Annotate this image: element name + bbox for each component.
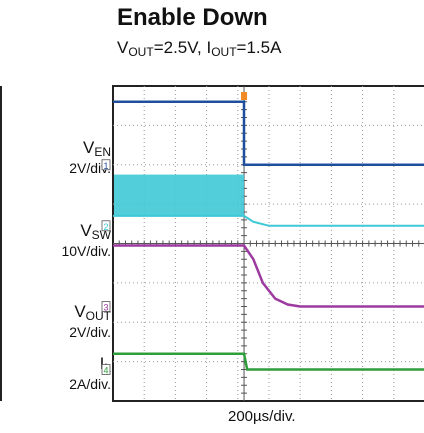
channel-name: V [74, 302, 86, 321]
subtitle-part: OUT [211, 45, 237, 59]
channel-marker [101, 364, 111, 375]
left-divider [0, 86, 2, 401]
switching-band [114, 174, 245, 216]
chart-subtitle: VOUT=2.5V, IOUT=1.5A [117, 38, 281, 59]
channel-name: V [80, 221, 92, 240]
channel-marker-label: 2 [103, 222, 108, 232]
trace-out [113, 244, 424, 308]
channel-label-vout: VOUT 2V/div. [69, 302, 111, 340]
trigger-marker [241, 92, 248, 100]
trace-en [113, 100, 424, 167]
channel-name-sub: EN [94, 145, 111, 159]
x-axis-label: 200µs/div. [228, 408, 296, 425]
channel-scale: 10V/div. [61, 243, 111, 259]
channel-label-ven: VEN 2V/div. [69, 138, 111, 176]
channel-name-sub: OUT [85, 309, 111, 323]
subtitle-part: =2.5V, I [153, 38, 212, 57]
channel-marker-label: 4 [103, 366, 108, 376]
subtitle-part: V [117, 38, 129, 57]
channel-scale: 2V/div. [69, 324, 111, 340]
channel-marker [101, 159, 111, 171]
subtitle-part: OUT [128, 45, 154, 59]
channel-marker-label: 3 [103, 303, 108, 313]
channel-label-vsw: VSW 10V/div. [61, 221, 111, 259]
channel-scale: 2V/div. [69, 160, 111, 176]
channel-marker [101, 301, 111, 312]
trace-sw [113, 214, 424, 227]
channel-scale: 2A/div. [69, 376, 111, 392]
channel-name-sub: SW [91, 228, 111, 242]
chart-title: Enable Down [117, 4, 268, 31]
channel-marker [101, 220, 111, 232]
channel-marker-label: 1 [103, 161, 108, 171]
trace-l [113, 352, 424, 371]
subtitle-part: =1.5A [236, 38, 282, 57]
channel-name: V [82, 138, 95, 157]
channel-name: I [99, 354, 105, 373]
